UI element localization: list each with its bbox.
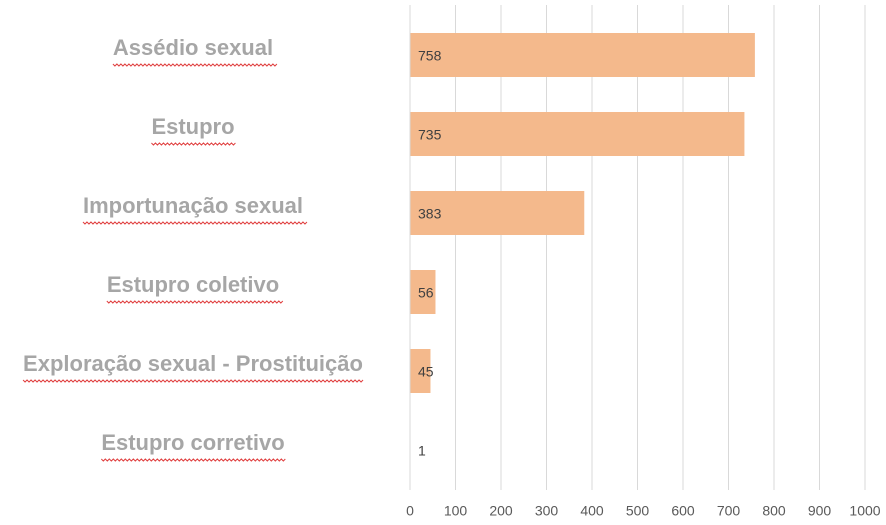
x-tick-label: 0: [406, 503, 414, 519]
x-tick-label: 900: [808, 503, 832, 519]
x-tick-label: 800: [762, 503, 786, 519]
category-label: Estupro corretivo: [101, 430, 284, 455]
spellcheck-underline: [106, 300, 284, 304]
bar: [410, 33, 755, 77]
spellcheck-underline: [22, 379, 364, 383]
bar: [410, 349, 431, 393]
x-tick-label: 600: [671, 503, 695, 519]
value-label: 758: [418, 48, 442, 64]
category-label: Estupro: [151, 114, 234, 139]
bar: [410, 191, 585, 235]
category-label: Estupro coletivo: [107, 272, 279, 297]
spellcheck-underline: [82, 221, 308, 225]
x-tick-label: 300: [535, 503, 559, 519]
x-tick-label: 100: [444, 503, 468, 519]
category-label: Importunação sexual: [83, 193, 303, 218]
x-tick-label: 200: [489, 503, 513, 519]
x-tick-label: 700: [717, 503, 741, 519]
x-tick-label: 400: [580, 503, 604, 519]
value-label: 45: [418, 364, 434, 380]
value-label: 383: [418, 206, 442, 222]
spellcheck-underline: [112, 63, 278, 67]
value-label: 56: [418, 285, 434, 301]
category-label: Assédio sexual: [113, 35, 273, 60]
x-tick-label: 1000: [849, 503, 880, 519]
value-label: 735: [418, 127, 442, 143]
spellcheck-underline: [151, 142, 236, 146]
spellcheck-underline: [100, 458, 286, 462]
value-label: 1: [418, 443, 426, 459]
x-tick-label: 500: [626, 503, 650, 519]
category-label: Exploração sexual - Prostituição: [23, 351, 363, 376]
bar: [410, 270, 436, 314]
bar: [410, 112, 745, 156]
